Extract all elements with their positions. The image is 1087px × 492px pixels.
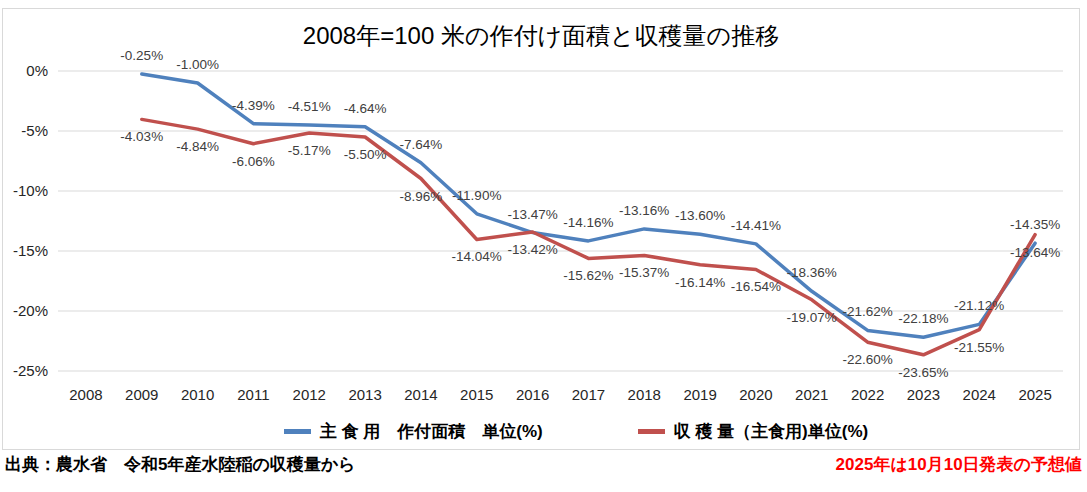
x-axis-tick-label: 2013: [348, 386, 381, 403]
data-label: -13.47%: [507, 207, 557, 222]
y-axis-tick-label: -10%: [13, 182, 48, 199]
x-axis-tick-label: 2009: [125, 386, 158, 403]
x-axis-tick-label: 2016: [516, 386, 549, 403]
data-label: -4.51%: [288, 99, 331, 114]
legend-line-swatch-planted-area: [284, 429, 311, 434]
y-axis-tick-label: -15%: [13, 242, 48, 259]
y-axis-tick-label: -20%: [13, 302, 48, 319]
data-label: -22.60%: [842, 352, 892, 367]
data-label: -13.42%: [507, 242, 557, 257]
y-axis-tick-label: 0%: [26, 62, 48, 79]
legend-entry-planted-area: 主 食 用 作付面積 単位(%): [284, 420, 543, 443]
data-label: -13.60%: [675, 208, 725, 223]
x-axis-tick-label: 2020: [739, 386, 772, 403]
chart-area: 2008年=100 米の作付け面積と収穫量の推移 0%-5%-10%-15%-2…: [2, 8, 1080, 450]
data-label: -5.50%: [344, 147, 387, 162]
data-label: -4.03%: [120, 129, 163, 144]
data-label: -21.55%: [954, 340, 1004, 355]
data-label: -14.35%: [1010, 217, 1060, 232]
data-label: -15.62%: [563, 268, 613, 283]
x-axis-tick-label: 2018: [628, 386, 661, 403]
data-label: -15.37%: [619, 265, 669, 280]
x-axis-tick-label: 2023: [907, 386, 940, 403]
plot-area: 0% -5% -10% -15% -20% -25% 2008 2009 2010 2011 201…: [3, 9, 1079, 449]
x-axis-tick-label: 2017: [572, 386, 605, 403]
x-axis-tick-label: 2024: [963, 386, 996, 403]
data-label: -19.07%: [787, 310, 837, 325]
data-label: -18.36%: [787, 265, 837, 280]
x-axis-tick-label: 2012: [293, 386, 326, 403]
data-label: -14.41%: [731, 218, 781, 233]
forecast-note: 2025年は10月10日発表の予想値: [836, 453, 1082, 476]
data-label: -6.06%: [232, 154, 275, 169]
x-axis-tick-label: 2015: [460, 386, 493, 403]
data-label: -13.64%: [1010, 245, 1060, 260]
data-label: -8.96%: [400, 189, 443, 204]
data-label: -23.65%: [898, 365, 948, 380]
data-label: -5.17%: [288, 143, 331, 158]
legend-label-planted-area: 主 食 用 作付面積 単位(%): [320, 420, 543, 443]
data-label: -14.16%: [563, 215, 613, 230]
line-planted-area: [142, 74, 1035, 337]
data-label: -21.62%: [842, 304, 892, 319]
x-axis-tick-label: 2011: [237, 386, 269, 403]
data-label: -13.16%: [619, 203, 669, 218]
data-label: -21.12%: [954, 298, 1004, 313]
data-label: -16.54%: [731, 279, 781, 294]
data-label: -0.25%: [120, 48, 163, 63]
x-axis-tick-label: 2008: [69, 386, 102, 403]
data-label: -4.84%: [176, 139, 219, 154]
source-note: 出典：農水省 令和5年産水陸稲の収穫量から: [5, 453, 356, 476]
data-label: -4.39%: [232, 98, 275, 113]
x-axis-tick-label: 2021: [795, 386, 828, 403]
x-axis-tick-label: 2010: [181, 386, 214, 403]
legend: 主 食 用 作付面積 単位(%) 収 穫 量（主食用)単位(%): [73, 420, 1079, 443]
legend-line-swatch-harvest: [638, 429, 665, 434]
data-label: -22.18%: [898, 311, 948, 326]
y-axis-tick-label: -25%: [13, 362, 48, 379]
x-axis-tick-label: 2014: [404, 386, 437, 403]
y-axis-tick-label: -5%: [21, 122, 48, 139]
data-label: -14.04%: [452, 249, 502, 264]
data-label: -11.90%: [452, 188, 501, 203]
legend-entry-harvest: 収 穫 量（主食用)単位(%): [638, 420, 869, 443]
data-label: -7.64%: [400, 137, 443, 152]
x-axis-tick-label: 2019: [683, 386, 716, 403]
data-label: -4.64%: [344, 101, 387, 116]
x-axis-tick-label: 2022: [851, 386, 884, 403]
x-axis-tick-label: 2025: [1018, 386, 1051, 403]
legend-label-harvest: 収 穫 量（主食用)単位(%): [674, 420, 869, 443]
data-label: -1.00%: [176, 57, 219, 72]
data-label: -16.14%: [675, 275, 725, 290]
